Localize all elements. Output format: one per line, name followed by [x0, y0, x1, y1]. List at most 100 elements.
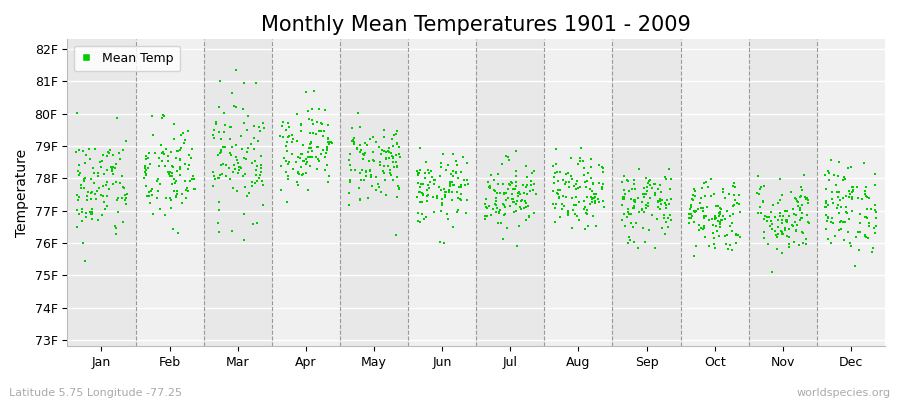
Point: [694, 195, 708, 202]
Point: [443, 179, 457, 186]
Point: [410, 172, 425, 178]
Point: [229, 67, 243, 74]
Point: [452, 184, 466, 190]
Point: [801, 219, 815, 226]
Point: [139, 183, 153, 189]
Point: [706, 230, 720, 236]
Point: [724, 241, 738, 248]
Point: [597, 204, 611, 210]
Point: [789, 227, 804, 233]
Point: [95, 212, 110, 218]
Point: [377, 127, 392, 133]
Point: [177, 177, 192, 184]
Point: [445, 171, 459, 177]
Point: [825, 196, 840, 202]
Point: [312, 128, 327, 134]
Point: [390, 140, 404, 147]
Point: [860, 206, 874, 212]
Point: [489, 195, 503, 202]
Point: [185, 146, 200, 152]
Point: [623, 236, 637, 243]
Point: [778, 217, 793, 223]
Point: [343, 177, 357, 184]
Point: [301, 108, 315, 114]
Point: [76, 176, 91, 182]
Point: [579, 178, 593, 185]
Point: [179, 194, 194, 201]
Point: [165, 170, 179, 176]
Point: [789, 198, 804, 204]
Point: [139, 153, 153, 159]
Point: [662, 186, 677, 192]
Point: [596, 181, 610, 187]
Point: [162, 171, 176, 178]
Point: [166, 120, 181, 127]
Point: [359, 167, 374, 174]
Point: [570, 213, 584, 219]
Point: [214, 136, 229, 142]
Point: [595, 184, 609, 191]
Point: [653, 201, 668, 207]
Point: [278, 168, 293, 175]
Point: [163, 195, 177, 201]
Point: [164, 196, 178, 203]
Point: [226, 162, 240, 168]
Point: [219, 162, 233, 169]
Point: [145, 186, 159, 193]
Point: [622, 188, 636, 194]
Point: [366, 157, 381, 164]
Point: [629, 220, 643, 226]
Point: [637, 190, 652, 197]
Point: [685, 196, 699, 202]
Point: [561, 170, 575, 176]
Point: [714, 217, 728, 224]
Point: [615, 216, 629, 223]
Point: [760, 214, 775, 220]
Point: [346, 138, 360, 144]
Point: [91, 216, 105, 223]
Point: [279, 148, 293, 154]
Point: [282, 132, 296, 139]
Point: [796, 202, 810, 208]
Point: [506, 186, 520, 192]
Point: [347, 141, 362, 147]
Point: [296, 142, 310, 149]
Point: [91, 172, 105, 179]
Point: [712, 233, 726, 239]
Point: [353, 142, 367, 148]
Point: [291, 182, 305, 188]
Point: [596, 198, 610, 204]
Point: [321, 140, 336, 147]
Point: [436, 185, 451, 192]
Point: [585, 195, 599, 201]
Point: [420, 167, 435, 173]
Point: [460, 159, 474, 166]
Point: [311, 106, 326, 112]
Point: [731, 232, 745, 238]
Point: [830, 189, 844, 195]
Point: [387, 164, 401, 170]
Point: [248, 172, 263, 178]
Point: [102, 150, 116, 156]
Point: [290, 178, 304, 185]
Point: [212, 199, 227, 206]
Point: [174, 145, 188, 152]
Point: [239, 156, 254, 162]
Point: [283, 123, 297, 130]
Point: [842, 194, 856, 200]
Point: [449, 189, 464, 195]
Point: [138, 169, 152, 176]
Point: [631, 195, 645, 201]
Point: [868, 207, 882, 214]
Point: [826, 172, 841, 178]
Point: [303, 130, 318, 136]
Point: [310, 166, 325, 172]
Point: [343, 162, 357, 168]
Point: [836, 177, 850, 184]
Point: [579, 210, 593, 216]
Point: [390, 128, 404, 134]
Point: [580, 222, 595, 229]
Point: [173, 172, 187, 178]
Point: [363, 136, 377, 143]
Point: [565, 224, 580, 231]
